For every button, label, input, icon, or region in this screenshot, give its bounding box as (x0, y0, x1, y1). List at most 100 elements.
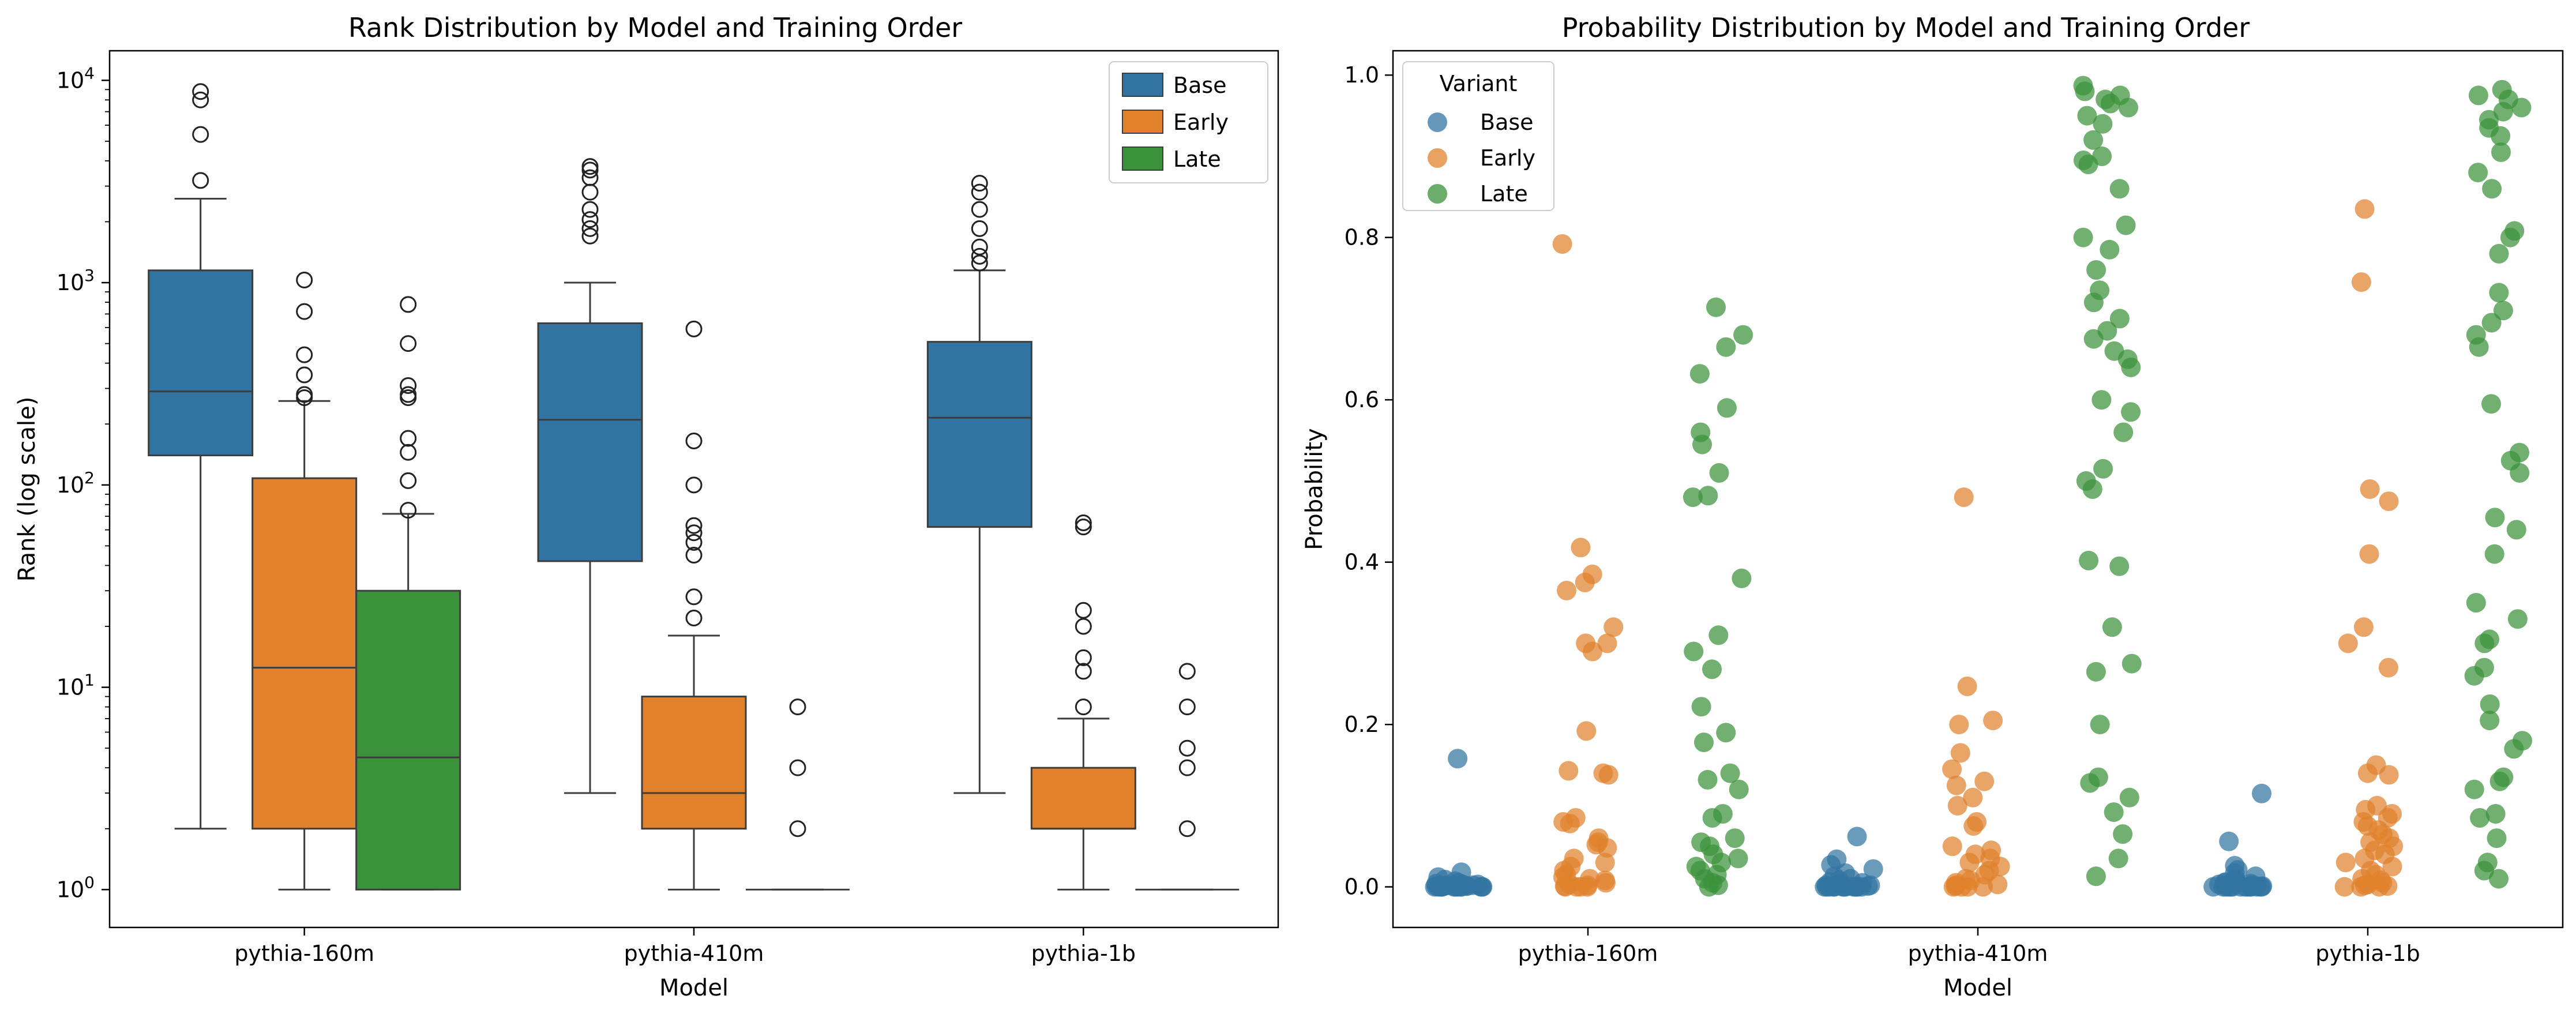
outlier-point (296, 366, 313, 384)
data-point (1942, 759, 1962, 779)
outlier-point (789, 698, 806, 716)
data-point (1720, 763, 1740, 783)
data-point (2355, 199, 2375, 219)
y-tick-label: 100 (57, 873, 95, 902)
probability-legend-frame (1402, 61, 1554, 211)
data-point (2083, 329, 2104, 349)
data-point (1692, 434, 1712, 454)
legend-title: Variant (1440, 71, 1518, 96)
data-point (2338, 633, 2358, 653)
data-point (1959, 852, 1980, 873)
box-base-pythia-160m (148, 83, 254, 830)
data-point (2470, 808, 2490, 828)
data-point (2080, 773, 2100, 793)
data-point (2511, 97, 2532, 118)
outlier-point (789, 820, 806, 837)
data-point (1716, 337, 1736, 357)
outlier-point (685, 534, 703, 551)
data-point (1943, 877, 1963, 897)
y-tick-label: 0.6 (1345, 387, 1379, 412)
data-point (2119, 787, 2139, 807)
outlier-point (400, 502, 417, 519)
probability-x-ticks: pythia-160m pythia-410m pythia-1b (1518, 927, 2420, 966)
outlier-point (685, 433, 703, 450)
outlier-point (685, 524, 703, 542)
data-point (1988, 874, 2008, 895)
rank-y-axis-label: Rank (log scale) (14, 397, 40, 582)
outlier-point (685, 320, 703, 337)
outlier-point (581, 227, 599, 245)
data-point (1597, 633, 1617, 653)
outlier-point (400, 377, 417, 394)
outlier-point (971, 201, 988, 218)
iqr-box (148, 269, 254, 457)
outlier-point (971, 220, 988, 237)
data-point (1698, 486, 1718, 506)
outlier-point (296, 272, 313, 289)
outlier-point (685, 546, 703, 564)
data-point (1847, 827, 1867, 847)
data-point (2510, 463, 2530, 483)
data-point (2480, 694, 2500, 714)
data-point (1702, 808, 1722, 828)
outlier-point (581, 201, 599, 218)
data-point (1694, 732, 1714, 753)
data-point (2474, 633, 2495, 653)
data-point (1552, 234, 1572, 254)
points-late-pythia-410m (2073, 76, 2142, 886)
outlier-point (685, 609, 703, 626)
points-early-pythia-410m (1942, 487, 2010, 897)
y-tick-label: 0.4 (1345, 550, 1379, 575)
data-point (2090, 715, 2110, 735)
data-point (1582, 641, 1602, 662)
legend-swatch-early (1122, 110, 1163, 134)
rank-chart-title: Rank Distribution by Model and Training … (348, 12, 962, 43)
box-early-pythia-410m (641, 320, 747, 891)
outlier-point (1075, 618, 1092, 635)
data-point (2351, 272, 2371, 292)
data-point (2216, 877, 2236, 897)
data-point (2507, 609, 2528, 629)
data-point (2489, 243, 2509, 264)
data-point (1725, 828, 1745, 848)
y-tick-label: 1.0 (1345, 62, 1379, 88)
points-early-pythia-160m (1552, 234, 1624, 897)
box-late-pythia-410m (746, 698, 850, 891)
points-base-pythia-160m (1425, 749, 1493, 897)
data-point (1595, 852, 1615, 873)
data-point (2121, 402, 2141, 422)
x-tick-label: pythia-1b (2315, 941, 2420, 966)
data-point (2353, 617, 2374, 637)
y-tick-label: 103 (57, 266, 95, 295)
outlier-point (400, 430, 417, 447)
x-tick-label: pythia-410m (1908, 941, 2048, 966)
probability-y-ticks: 0.0 0.2 0.4 0.6 0.8 1.0 (1345, 62, 1393, 900)
data-point (2489, 771, 2510, 791)
outlier-point (971, 175, 988, 192)
rank-legend: Base Early Late (1109, 61, 1268, 183)
data-point (1733, 325, 1753, 345)
data-point (1698, 769, 1718, 790)
data-point (2464, 779, 2484, 799)
data-point (1954, 487, 1974, 508)
y-tick-label: 102 (57, 468, 95, 498)
rank-panel: Rank Distribution by Model and Training … (14, 12, 1279, 1001)
data-point (2485, 804, 2506, 824)
legend-marker-base (1428, 112, 1447, 132)
data-point (2500, 227, 2520, 247)
data-point (2109, 556, 2130, 576)
data-point (1683, 487, 1703, 508)
data-point (2379, 765, 2399, 785)
outlier-point (1178, 739, 1196, 757)
data-point (2489, 869, 2509, 889)
probability-legend: Variant Base Early Late (1402, 61, 1554, 211)
data-point (2359, 544, 2379, 564)
data-point (2083, 292, 2104, 313)
outlier-point (685, 476, 703, 494)
points-late-pythia-160m (1683, 297, 1753, 897)
data-point (2109, 179, 2130, 199)
data-point (1472, 877, 1492, 897)
data-point (2082, 479, 2102, 499)
data-point (2100, 239, 2120, 260)
outlier-point (400, 444, 417, 461)
